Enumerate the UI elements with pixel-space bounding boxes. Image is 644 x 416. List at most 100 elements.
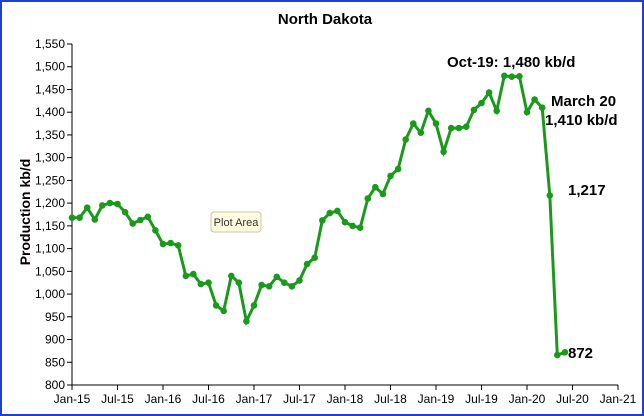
- data-point: [303, 260, 311, 268]
- data-point: [235, 279, 243, 287]
- data-point: [311, 254, 319, 261]
- data-point: [205, 279, 212, 287]
- data-point: [538, 104, 546, 111]
- axes: [71, 44, 618, 386]
- data-point: [83, 204, 91, 211]
- data-point: [447, 124, 455, 132]
- data-point: [212, 302, 220, 309]
- annotation-peak: Oct-19: 1,480 kb/d: [447, 54, 575, 71]
- data-point: [372, 183, 379, 191]
- data-point: [258, 281, 265, 289]
- y-tick-label: 1,050: [35, 264, 65, 278]
- data-point: [341, 218, 349, 226]
- data-point: [99, 202, 106, 209]
- annotation-march-value: 1,410 kb/d: [545, 112, 618, 129]
- x-tick-label: Jan-16: [145, 392, 182, 406]
- data-point: [432, 120, 440, 127]
- y-tick-label: 1,500: [35, 60, 65, 74]
- annotation-872: 872: [568, 345, 593, 362]
- data-point: [478, 99, 485, 107]
- x-ticks: Jan-15 Jul-15 Jan-16 Jul-16 Jan-17 Jul-17 Jan-…: [54, 385, 637, 406]
- data-point: [364, 195, 372, 202]
- data-point: [523, 108, 531, 116]
- data-point: [273, 273, 281, 281]
- y-tick-label: 1,000: [35, 287, 65, 301]
- data-point: [76, 214, 83, 221]
- data-point: [68, 214, 76, 221]
- data-point: [417, 129, 425, 136]
- x-tick-label: Jan-21: [600, 392, 637, 406]
- tooltip-label: Plot Area: [214, 217, 260, 229]
- annotation-1217: 1,217: [568, 182, 606, 199]
- data-point: [394, 165, 402, 173]
- y-tick-label: 1,550: [35, 37, 65, 51]
- annotation-march: March 20: [551, 93, 616, 110]
- data-point: [121, 208, 129, 216]
- data-point: [356, 224, 364, 231]
- data-point: [106, 199, 114, 207]
- x-tick-label: Jan-19: [418, 392, 455, 406]
- data-point: [326, 209, 334, 217]
- y-tick-label: 1,300: [35, 151, 65, 165]
- data-point: [144, 213, 152, 221]
- x-tick-label: Jul-16: [192, 392, 225, 406]
- data-point: [182, 272, 190, 280]
- x-tick-label: Jan-20: [509, 392, 546, 406]
- data-point: [243, 318, 250, 325]
- data-point: [129, 220, 136, 227]
- x-tick-label: Jul-17: [283, 392, 316, 406]
- data-point: [554, 351, 561, 359]
- data-point: [561, 349, 569, 356]
- data-point: [470, 106, 478, 114]
- y-tick-label: 900: [45, 333, 65, 347]
- data-point: [91, 216, 99, 223]
- chart-title: North Dakota: [278, 11, 373, 28]
- x-tick-label: Jul-18: [374, 392, 407, 406]
- data-point: [508, 73, 516, 80]
- data-point: [281, 279, 288, 287]
- data-point: [167, 239, 174, 247]
- data-point: [379, 190, 387, 198]
- data-point: [114, 200, 121, 208]
- y-tick-label: 850: [45, 355, 65, 369]
- x-tick-label: Jul-15: [101, 392, 134, 406]
- data-point: [265, 283, 273, 290]
- data-point: [410, 120, 417, 127]
- data-point: [197, 280, 205, 288]
- data-point: [485, 89, 493, 96]
- data-point: [531, 96, 538, 103]
- y-tick-label: 950: [45, 310, 65, 324]
- data-point: [152, 227, 159, 234]
- data-point: [319, 217, 326, 224]
- y-tick-label: 1,250: [35, 173, 65, 187]
- y-tick-label: 1,400: [35, 105, 65, 119]
- data-point: [190, 270, 197, 278]
- data-point: [137, 216, 144, 224]
- y-tick-label: 1,200: [35, 196, 65, 210]
- data-point: [387, 172, 394, 180]
- x-tick-label: Jul-20: [556, 392, 589, 406]
- data-point: [250, 302, 258, 309]
- data-point: [220, 307, 227, 315]
- y-tick-label: 800: [45, 378, 65, 392]
- x-tick-label: Jan-15: [54, 392, 91, 406]
- data-point: [425, 107, 432, 115]
- data-point: [228, 272, 235, 280]
- data-point: [159, 240, 167, 248]
- data-point: [440, 148, 447, 156]
- y-axis-label: Production kb/d: [17, 159, 33, 266]
- data-point: [296, 277, 303, 284]
- data-point: [334, 207, 341, 215]
- data-point: [402, 136, 410, 143]
- data-points: [68, 72, 569, 359]
- y-tick-label: 1,100: [35, 242, 65, 256]
- data-point: [174, 242, 182, 249]
- data-point: [349, 222, 356, 230]
- x-tick-label: Jul-19: [465, 392, 498, 406]
- x-tick-label: Jan-18: [327, 392, 364, 406]
- data-point: [516, 73, 523, 80]
- y-ticks: 800 850 900 950 1,000 1,050 1,100 1,150 1,200 1,2…: [35, 37, 72, 392]
- y-tick-label: 1,450: [35, 82, 65, 96]
- y-tick-label: 1,350: [35, 128, 65, 142]
